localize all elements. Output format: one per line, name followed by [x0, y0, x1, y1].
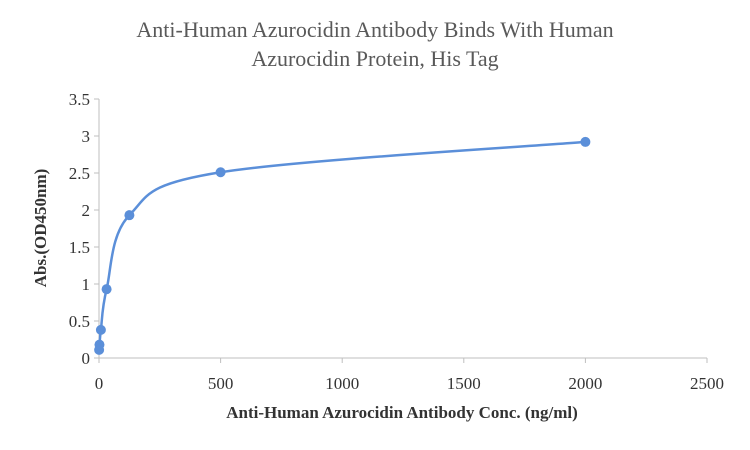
x-tick-label: 1000	[325, 374, 359, 393]
y-axis-title: Abs.(OD450nm)	[31, 169, 50, 288]
x-axis-ticks: 0 500 1000 1500 2000 2500	[95, 358, 724, 393]
y-tick-label: 1.5	[69, 238, 90, 257]
data-point	[124, 210, 135, 221]
y-axis-ticks: 0 0.5 1 1.5 2 2.5 3 3.5	[69, 90, 99, 368]
axes	[98, 99, 707, 359]
y-tick-label: 2	[82, 201, 91, 220]
x-tick-label: 2000	[568, 374, 602, 393]
series-line	[97, 140, 586, 350]
series-layer	[94, 136, 591, 355]
data-point	[94, 339, 105, 350]
data-point	[101, 284, 112, 295]
y-tick-label: 1	[82, 275, 91, 294]
x-tick-label: 0	[95, 374, 104, 393]
y-tick-label: 2.5	[69, 164, 90, 183]
data-point	[580, 136, 591, 147]
y-tick-label: 3.5	[69, 90, 90, 109]
chart-title-line-1: Anti-Human Azurocidin Antibody Binds Wit…	[136, 17, 613, 42]
data-point	[95, 324, 106, 335]
x-tick-label: 1500	[447, 374, 481, 393]
data-point	[215, 167, 226, 178]
x-tick-label: 500	[208, 374, 234, 393]
chart-title-line-2: Azurocidin Protein, His Tag	[251, 46, 498, 71]
y-tick-label: 0.5	[69, 312, 90, 331]
y-tick-label: 3	[82, 127, 91, 146]
x-tick-label: 2500	[690, 374, 724, 393]
y-tick-label: 0	[82, 349, 91, 368]
x-axis-title: Anti-Human Azurocidin Antibody Conc. (ng…	[226, 403, 578, 422]
